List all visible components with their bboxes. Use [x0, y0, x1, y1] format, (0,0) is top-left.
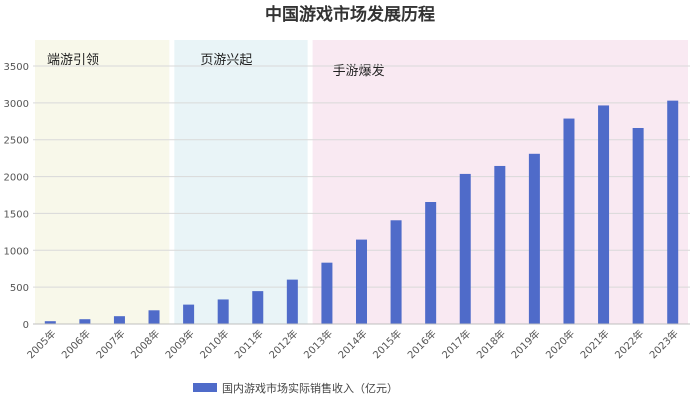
- bar: [217, 299, 229, 324]
- phase-label: 手游爆发: [333, 63, 385, 79]
- x-tick-label: 2005年: [24, 327, 58, 361]
- x-tick-label: 2020年: [543, 327, 577, 361]
- legend: 国内游戏市场实际销售收入（亿元）: [193, 381, 398, 395]
- y-tick-label: 2000: [4, 173, 29, 184]
- x-tick-label: 2010年: [197, 327, 231, 361]
- phase-band: [35, 40, 170, 324]
- x-tick-label: 2023年: [647, 327, 681, 361]
- bar: [494, 165, 506, 324]
- bar: [183, 304, 195, 324]
- bar: [563, 118, 575, 324]
- x-tick-label: 2018年: [474, 327, 508, 361]
- bar: [528, 153, 540, 324]
- legend-label: 国内游戏市场实际销售收入（亿元）: [222, 381, 398, 395]
- y-tick-label: 3000: [4, 99, 29, 110]
- chart-title: 中国游戏市场发展历程: [265, 4, 435, 25]
- x-tick-label: 2015年: [370, 327, 404, 361]
- bar: [598, 105, 610, 325]
- x-tick-label: 2011年: [232, 327, 266, 361]
- bar: [321, 262, 333, 324]
- bar: [356, 239, 367, 324]
- bar: [390, 220, 402, 324]
- y-tick-label: 500: [10, 283, 29, 294]
- y-tick-label: 1000: [4, 246, 29, 257]
- bar: [44, 321, 56, 324]
- bar: [148, 310, 160, 324]
- x-tick-label: 2008年: [128, 327, 162, 361]
- bar: [252, 291, 264, 324]
- bar: [667, 100, 679, 324]
- x-tick-label: 2021年: [577, 327, 611, 361]
- bar: [79, 319, 91, 324]
- x-tick-label: 2016年: [405, 327, 439, 361]
- x-tick-label: 2012年: [266, 327, 300, 361]
- y-tick-label: 2500: [4, 136, 29, 147]
- phase-band: [174, 40, 308, 324]
- x-tick-label: 2019年: [508, 327, 542, 361]
- x-tick-label: 2006年: [59, 327, 93, 361]
- bar: [425, 202, 437, 324]
- y-tick-label: 0: [23, 320, 29, 331]
- x-tick-label: 2014年: [335, 327, 369, 361]
- bar: [286, 279, 298, 324]
- y-tick-label: 3500: [4, 62, 29, 73]
- x-tick-label: 2007年: [93, 327, 127, 361]
- x-tick-label: 2022年: [612, 327, 646, 361]
- phase-label: 端游引领: [47, 53, 99, 68]
- legend-swatch: [193, 383, 217, 392]
- y-tick-label: 1500: [4, 209, 29, 220]
- x-tick-label: 2017年: [439, 327, 473, 361]
- bar: [459, 173, 471, 324]
- phase-label: 页游兴起: [200, 53, 252, 68]
- x-tick-label: 2013年: [301, 327, 335, 361]
- x-tick-label: 2009年: [162, 327, 196, 361]
- bar: [632, 127, 644, 324]
- bar: [113, 316, 125, 324]
